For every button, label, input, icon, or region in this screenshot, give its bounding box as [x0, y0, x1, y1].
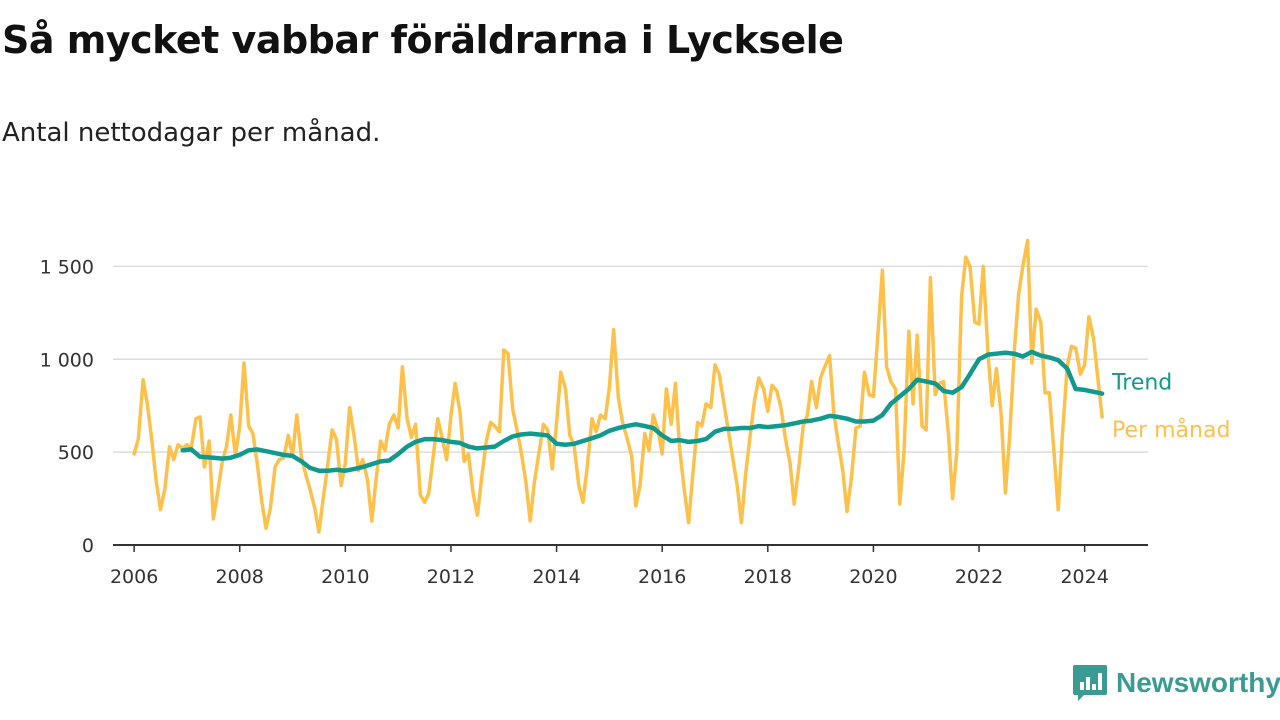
x-tick-label: 2020 — [849, 566, 897, 588]
x-axis-ticks: 2006 2008 2010 2012 2014 2016 2018 2020 2022 2024 — [110, 545, 1109, 588]
series-line-trend — [180, 349, 1105, 473]
y-axis-tick-labels: 0 500 1 000 1 500 — [40, 256, 94, 557]
series-label: Per månad — [1112, 417, 1230, 443]
x-tick-label: 2022 — [955, 566, 1003, 588]
series-label: Trend — [1111, 371, 1172, 396]
x-tick-label: 2024 — [1060, 566, 1108, 588]
x-tick-label: 2012 — [427, 566, 475, 588]
x-tick-label: 2014 — [532, 566, 580, 588]
y-tick-label: 1 500 — [40, 256, 94, 278]
chart-title: Så mycket vabbar föräldrarna i Lycksele — [2, 18, 844, 62]
x-tick-label: 2016 — [638, 566, 686, 588]
y-tick-label: 0 — [82, 535, 94, 557]
series-lines — [132, 238, 1105, 534]
series-line-per-manad — [132, 238, 1104, 534]
series-labels: Per månad Trend — [1111, 371, 1230, 443]
chart-bars-icon — [1073, 665, 1107, 701]
chart-subtitle: Antal nettodagar per månad. — [2, 118, 381, 148]
x-tick-label: 2018 — [744, 566, 792, 588]
newsworthy-logo: Newsworthy — [1072, 664, 1280, 702]
y-tick-label: 1 000 — [40, 349, 94, 371]
x-tick-label: 2010 — [321, 566, 369, 588]
y-tick-label: 500 — [58, 442, 94, 464]
brand-name: Newsworthy — [1116, 667, 1280, 698]
x-tick-label: 2008 — [216, 566, 264, 588]
x-tick-label: 2006 — [110, 566, 158, 588]
